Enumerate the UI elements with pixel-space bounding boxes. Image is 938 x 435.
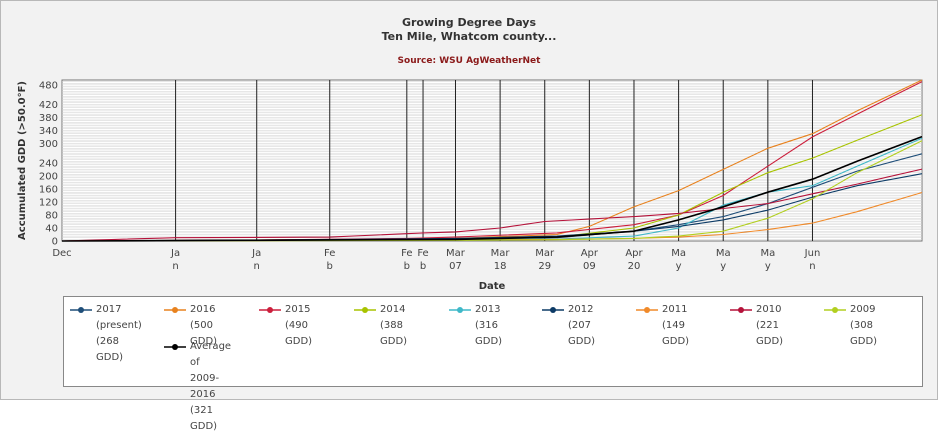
x-tick-label: Mar 18 xyxy=(491,248,511,272)
y-axis-label: Accumulated GDD (>50.0°F) xyxy=(17,81,28,240)
legend-label: 2012 (207 GDD) xyxy=(568,304,596,347)
chart-source: Source: WSU AgWeatherNet xyxy=(397,56,541,66)
legend-label: 2010 (221 GDD) xyxy=(756,304,784,347)
gdd-line-chart: Dec Ja n Ja n Fe b Fe b Fe b Mar 07 Mar 18 Mar 29 Apr 09 Ap… xyxy=(17,79,923,292)
chart-legend: 2017 (present) (268 GDD) 2016 (500 GDD) 20… xyxy=(63,296,923,432)
y-tick-label: 80 xyxy=(45,210,58,221)
y-tick-label: 240 xyxy=(39,158,58,169)
x-tick-label: Mar 07 xyxy=(446,248,466,272)
legend-label: 2014 (388 GDD) xyxy=(380,304,408,347)
legend-marker xyxy=(730,307,752,313)
legend-label: 2009 (308 GDD) xyxy=(850,304,878,347)
y-tick-label: 380 xyxy=(39,113,58,124)
legend-label: 2013 (316 GDD) xyxy=(475,304,503,347)
x-tick-label: Ma y xyxy=(760,248,775,272)
x-tick-label: Ma y xyxy=(716,248,731,272)
x-tick-label: Ma y xyxy=(671,248,686,272)
x-tick-label: Ja n xyxy=(170,248,180,272)
x-tick-label: Fe b xyxy=(401,248,412,272)
legend-marker xyxy=(354,307,376,313)
x-tick-label: Jun n xyxy=(804,248,821,272)
legend-marker xyxy=(70,307,92,313)
legend-label: 2016 (500 GDD) xyxy=(190,304,218,347)
y-tick-label: 340 xyxy=(39,126,58,137)
series-line-8 xyxy=(61,168,923,242)
y-tick-label: 40 xyxy=(45,223,58,234)
legend-label: Average of 2009-2016 (321 GDD) xyxy=(190,341,232,432)
legend-marker xyxy=(259,307,281,313)
x-tick-label: Dec xyxy=(52,248,71,259)
legend-marker xyxy=(824,307,846,313)
x-axis-label: Date xyxy=(479,281,506,292)
x-tick-label: Apr 20 xyxy=(625,248,643,272)
legend-marker xyxy=(449,307,471,313)
chart-title: Growing Degree Days Ten Mile, Whatcom co… xyxy=(0,16,938,44)
series-line-10 xyxy=(61,135,923,242)
y-tick-label: 300 xyxy=(39,139,58,150)
y-tick-label: 0 xyxy=(52,237,58,248)
legend-marker xyxy=(542,307,564,313)
plot-area xyxy=(61,79,923,242)
y-tick-label: 160 xyxy=(39,184,58,195)
y-tick-label: 120 xyxy=(39,197,58,208)
legend-marker xyxy=(164,344,186,350)
y-tick-label: 200 xyxy=(39,171,58,182)
legend-label: 2015 (490 GDD) xyxy=(285,304,313,347)
legend-label: 2017 (present) (268 GDD) xyxy=(96,304,142,363)
x-tick-label: Ja n xyxy=(251,248,261,272)
x-tick-label: Mar 29 xyxy=(535,248,555,272)
legend-marker xyxy=(636,307,658,313)
y-tick-label: 420 xyxy=(39,100,58,111)
chart-title-line1: Growing Degree Days xyxy=(401,16,537,29)
y-tick-label: 480 xyxy=(39,80,58,91)
x-tick-label: Fe b xyxy=(417,248,428,272)
x-tick-label: Fe b xyxy=(324,248,335,272)
legend-marker xyxy=(164,307,186,313)
x-tick-label: Apr 09 xyxy=(581,248,599,272)
legend-label: 2011 (149 GDD) xyxy=(662,304,690,347)
chart-title-line2: Ten Mile, Whatcom county... xyxy=(381,30,557,43)
